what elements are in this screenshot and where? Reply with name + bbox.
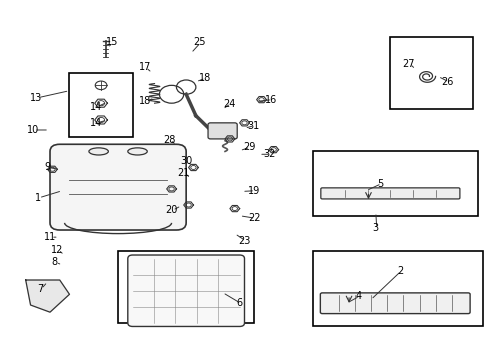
Text: 1: 1 [35, 193, 41, 203]
FancyBboxPatch shape [389, 37, 472, 109]
Text: 15: 15 [106, 37, 118, 48]
FancyBboxPatch shape [320, 293, 469, 314]
Text: 5: 5 [377, 179, 383, 189]
Text: 4: 4 [355, 291, 361, 301]
Text: 2: 2 [396, 266, 403, 276]
Text: 17: 17 [139, 63, 151, 72]
Text: 25: 25 [193, 37, 205, 48]
Text: 10: 10 [27, 125, 39, 135]
FancyBboxPatch shape [50, 144, 186, 230]
Text: 20: 20 [165, 205, 178, 215]
Text: 19: 19 [247, 186, 260, 196]
FancyBboxPatch shape [312, 152, 477, 216]
Text: 11: 11 [44, 232, 56, 242]
Text: 9: 9 [44, 162, 51, 172]
Text: 29: 29 [243, 142, 255, 152]
Text: 27: 27 [402, 59, 414, 69]
Text: 32: 32 [263, 149, 275, 159]
FancyBboxPatch shape [312, 251, 482, 327]
FancyBboxPatch shape [127, 255, 244, 327]
Text: 24: 24 [224, 99, 236, 109]
Text: 26: 26 [441, 77, 453, 87]
FancyBboxPatch shape [69, 73, 132, 137]
Text: 22: 22 [247, 213, 260, 223]
Text: 3: 3 [372, 223, 378, 233]
Text: 21: 21 [177, 168, 189, 178]
Text: 28: 28 [163, 135, 175, 145]
Text: 14: 14 [90, 118, 102, 128]
Ellipse shape [89, 148, 108, 155]
Text: 12: 12 [51, 245, 63, 255]
FancyBboxPatch shape [320, 188, 459, 199]
Text: 18: 18 [139, 96, 151, 107]
Text: 30: 30 [180, 157, 192, 166]
Text: 23: 23 [238, 236, 250, 246]
Text: 14: 14 [90, 102, 102, 112]
Text: 18: 18 [198, 73, 210, 83]
Text: 8: 8 [52, 257, 58, 267]
Text: 16: 16 [264, 95, 277, 105]
FancyBboxPatch shape [207, 123, 237, 139]
Text: 7: 7 [37, 284, 43, 294]
Text: 6: 6 [236, 298, 242, 308]
Polygon shape [26, 280, 69, 312]
Text: 13: 13 [30, 93, 42, 103]
FancyBboxPatch shape [118, 251, 254, 323]
Text: 31: 31 [246, 121, 259, 131]
Ellipse shape [127, 148, 147, 155]
